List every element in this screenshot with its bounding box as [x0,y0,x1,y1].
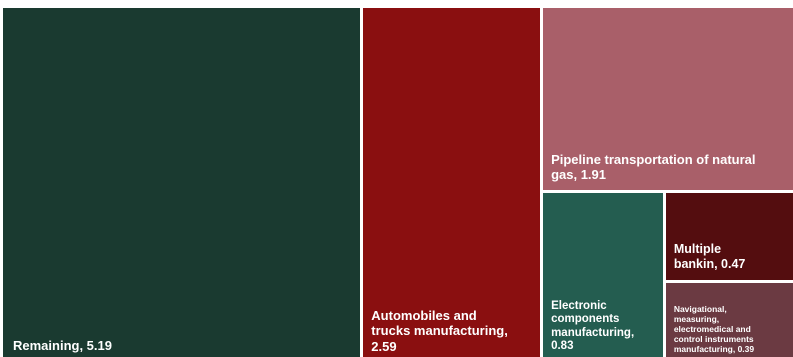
tile-automobiles-trucks[interactable]: Automobiles and trucks manufacturing, 2.… [363,8,541,357]
tile-remaining-label: Remaining, 5.19 [13,337,112,353]
tile-pipeline-natural-gas[interactable]: Pipeline transportation of natural gas, … [543,8,793,191]
tile-pipeline-natural-gas-label: Pipeline transportation of natural gas, … [551,151,756,182]
tile-remaining[interactable]: Remaining, 5.19 [3,8,361,357]
tile-electronic-components[interactable]: Electronic components manufacturing, 0.8… [543,193,663,357]
tile-multiple-banking-label: Multiple bankin, 0.47 [673,242,746,271]
tile-multiple-banking[interactable]: Multiple bankin, 0.47 [665,193,793,280]
tile-navigational-instruments[interactable]: Navigational, measuring, electromedical … [665,282,793,357]
tile-automobiles-trucks-label: Automobiles and trucks manufacturing, 2.… [371,308,508,354]
tile-navigational-instruments-label: Navigational, measuring, electromedical … [673,303,755,354]
tile-electronic-components-label: Electronic components manufacturing, 0.8… [551,299,635,353]
